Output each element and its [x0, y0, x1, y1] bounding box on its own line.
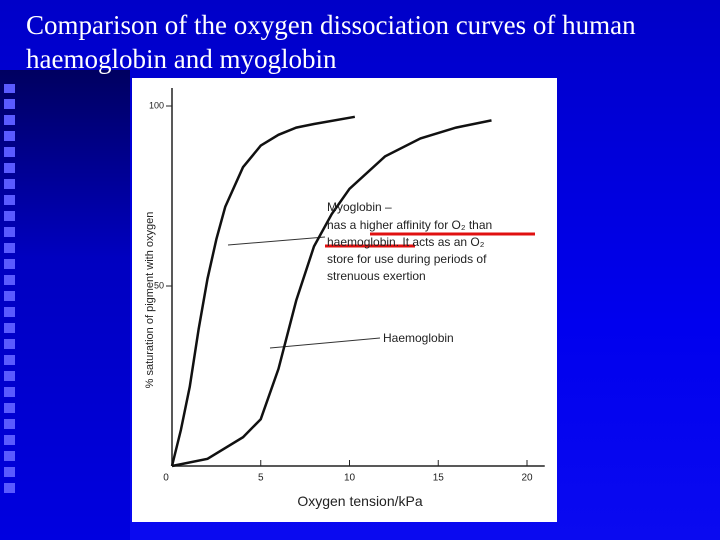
chart-panel	[132, 78, 557, 522]
slide-title: Comparison of the oxygen dissociation cu…	[26, 10, 636, 74]
y-tick-label: 100	[149, 100, 164, 110]
curve-label: Myoglobin –	[327, 200, 392, 214]
x-tick-label: 5	[258, 473, 264, 484]
curve	[171, 119, 492, 468]
leader-line	[269, 337, 381, 349]
curve-label: Haemoglobin	[383, 331, 454, 345]
y-tick-label: 50	[154, 280, 164, 290]
x-axis-label: Oxygen tension/kPa	[297, 493, 423, 509]
annotation-line: has a higher affinity for O₂ than	[327, 218, 492, 232]
x-tick-label: 0	[163, 473, 169, 484]
annotation-line: store for use during periods of	[327, 252, 487, 266]
squares	[0, 84, 20, 494]
y-axis-label: % saturation of pigment with oxygen	[144, 212, 156, 389]
annotation-line: strenuous exertion	[327, 269, 426, 283]
curve	[170, 115, 356, 467]
x-tick-label: 10	[344, 473, 356, 484]
annotation-line: haemoglobin. It acts as an O₂	[327, 235, 485, 249]
x-tick-label: 15	[433, 473, 445, 484]
x-tick-label: 20	[521, 473, 533, 484]
shade	[0, 70, 130, 540]
leader-line	[227, 236, 326, 246]
